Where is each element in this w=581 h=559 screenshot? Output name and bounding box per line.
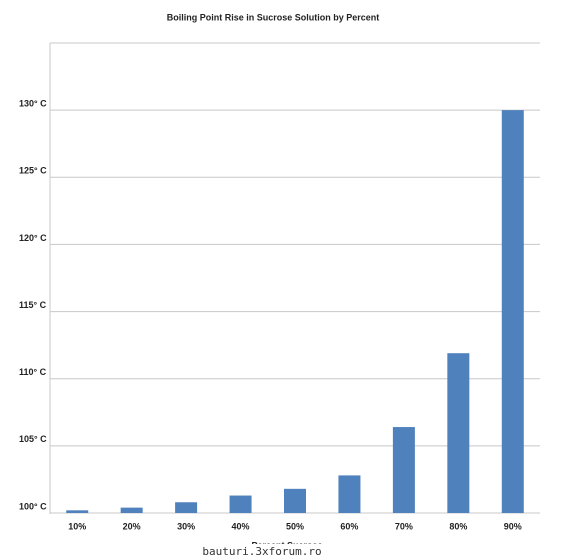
y-tick-label: 125° C	[19, 166, 47, 176]
y-tick-label: 130° C	[19, 99, 47, 109]
x-tick-label: 70%	[395, 521, 413, 531]
y-tick-label: 110° C	[19, 367, 47, 377]
bar	[392, 427, 415, 513]
watermark-box	[192, 544, 332, 559]
bar	[66, 510, 89, 513]
watermark: bauturi.3xforum.ro	[202, 545, 321, 558]
bar	[120, 507, 143, 513]
x-tick-label: 50%	[286, 521, 304, 531]
bar	[229, 495, 252, 513]
x-tick-label: 60%	[340, 521, 358, 531]
bar	[447, 353, 470, 513]
bar	[284, 488, 306, 513]
y-tick-label: 105° C	[19, 434, 47, 444]
y-tick-label: 120° C	[19, 233, 47, 243]
bar	[338, 475, 361, 513]
x-tick-label: 10%	[68, 521, 86, 531]
x-tick-label: 90%	[504, 521, 522, 531]
x-tick-label: 20%	[123, 521, 141, 531]
bar	[501, 110, 524, 514]
chart-title: Boiling Point Rise in Sucrose Solution b…	[167, 12, 380, 22]
x-tick-label: 80%	[449, 521, 467, 531]
y-tick-label: 115° C	[19, 300, 47, 310]
bar	[175, 502, 198, 513]
x-tick-label: 30%	[177, 521, 195, 531]
x-tick-label: 40%	[232, 521, 250, 531]
y-tick-label: 100° C	[19, 501, 47, 511]
